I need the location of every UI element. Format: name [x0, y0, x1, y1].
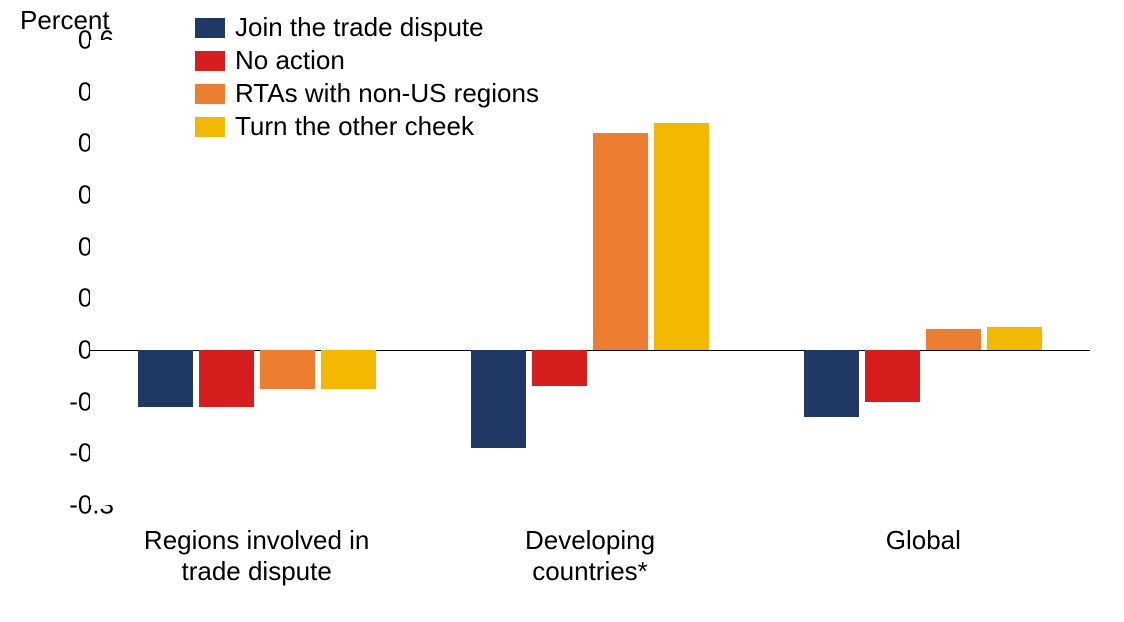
bar [260, 350, 315, 389]
legend-label: Join the trade dispute [235, 12, 484, 43]
legend-item: No action [195, 45, 539, 76]
bar [321, 350, 376, 389]
bar [199, 350, 254, 407]
bar [987, 327, 1042, 350]
bar [471, 350, 526, 448]
bar [532, 350, 587, 386]
legend-label: Turn the other cheek [235, 111, 474, 142]
legend-swatch [195, 51, 225, 71]
bar [138, 350, 193, 407]
legend-label: RTAs with non-US regions [235, 78, 539, 109]
legend: Join the trade disputeNo actionRTAs with… [195, 12, 539, 144]
category-label: Developingcountries* [430, 525, 750, 587]
legend-item: Turn the other cheek [195, 111, 539, 142]
legend-label: No action [235, 45, 345, 76]
legend-item: RTAs with non-US regions [195, 78, 539, 109]
bar [926, 329, 981, 350]
category-label: Regions involved intrade dispute [97, 525, 417, 587]
chart-container: Percent 0.60.50.40.30.20.10.0-0.1-0.2-0.… [0, 0, 1124, 622]
category-label: Global [763, 525, 1083, 556]
legend-swatch [195, 18, 225, 38]
bar [865, 350, 920, 402]
bar [804, 350, 859, 417]
bar [654, 123, 709, 350]
legend-swatch [195, 117, 225, 137]
legend-swatch [195, 84, 225, 104]
bar [593, 133, 648, 350]
legend-item: Join the trade dispute [195, 12, 539, 43]
